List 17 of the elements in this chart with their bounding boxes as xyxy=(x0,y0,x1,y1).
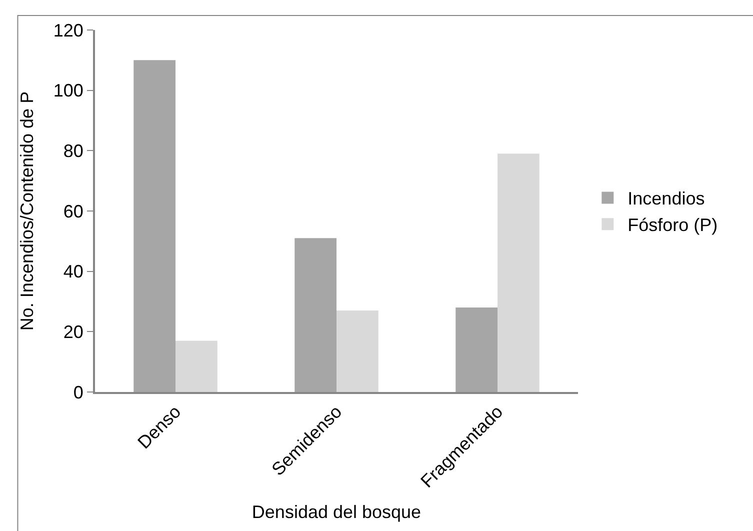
bar xyxy=(294,238,336,392)
legend-label: Fósforo (P) xyxy=(628,215,718,236)
bar xyxy=(456,308,498,392)
y-tick-label: 100 xyxy=(53,80,84,101)
bar xyxy=(176,340,218,392)
y-tick-label: 60 xyxy=(63,201,84,222)
bar xyxy=(134,60,176,392)
x-axis-title: Densidad del bosque xyxy=(252,502,422,522)
bar xyxy=(336,310,378,392)
y-tick-label: 40 xyxy=(63,262,84,282)
y-tick-label: 20 xyxy=(63,322,84,342)
y-tick-label: 120 xyxy=(53,20,84,40)
y-tick-label: 0 xyxy=(73,382,84,402)
bar xyxy=(498,154,540,392)
y-tick-label: 80 xyxy=(63,140,84,161)
legend-label: Incendios xyxy=(628,188,705,209)
y-axis-title: No. Incendios/Contenido de P xyxy=(17,91,38,331)
